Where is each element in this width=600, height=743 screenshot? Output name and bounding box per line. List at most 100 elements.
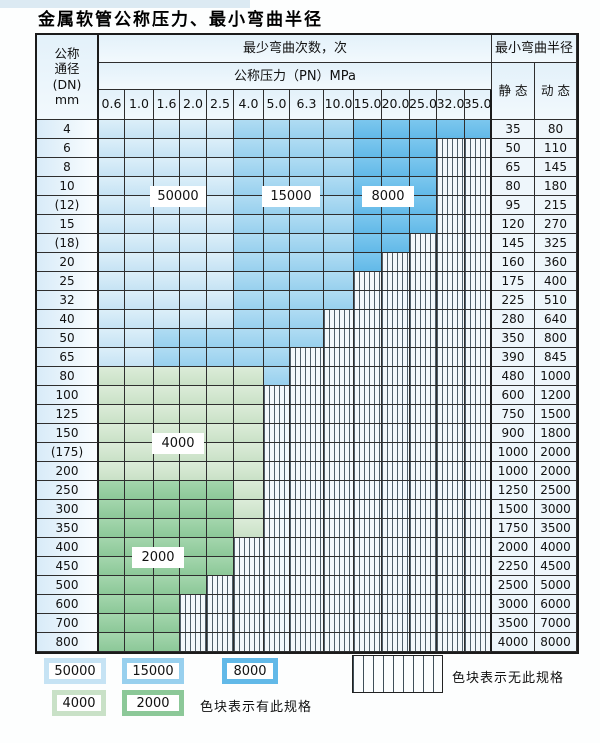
spec-cell-x [354, 481, 382, 500]
spec-cell-b1 [180, 120, 207, 139]
spec-cell-x [234, 576, 264, 595]
spec-cell-g2 [125, 614, 154, 633]
spec-cell-x [437, 519, 465, 538]
spec-cell-x [324, 443, 354, 462]
spec-cell-b1 [207, 139, 234, 158]
spec-cell-x [324, 348, 354, 367]
spec-cell-x [290, 538, 324, 557]
spec-cell-b1 [99, 120, 125, 139]
spec-cell-b3 [382, 215, 410, 234]
spec-cell-g2 [154, 614, 180, 633]
spec-cell-b2 [290, 234, 324, 253]
spec-cell-x [465, 215, 492, 234]
spec-cell-g2 [154, 519, 180, 538]
spec-cell-g1 [207, 443, 234, 462]
spec-cell-b2 [180, 329, 207, 348]
static-value-cell: 160 [492, 253, 535, 272]
spec-cell-x [410, 329, 437, 348]
spec-cell-x [410, 405, 437, 424]
spec-cell-g2 [99, 557, 125, 576]
spec-cell-x [437, 538, 465, 557]
spec-cell-b2 [290, 272, 324, 291]
spec-cell-x [465, 367, 492, 386]
spec-cell-b2 [234, 348, 264, 367]
spec-cell-x [207, 595, 234, 614]
spec-cell-b3 [354, 158, 382, 177]
spec-cell-b1 [125, 120, 154, 139]
spec-cell-x [324, 557, 354, 576]
spec-cell-g2 [125, 481, 154, 500]
spec-cell-x [354, 519, 382, 538]
spec-cell-x [382, 481, 410, 500]
spec-cell-x [437, 481, 465, 500]
spec-cell-x [410, 519, 437, 538]
static-value-cell: 2000 [492, 538, 535, 557]
legend-swatch-8000: 8000 [222, 658, 278, 684]
spec-cell-g1 [154, 386, 180, 405]
spec-cell-g2 [125, 595, 154, 614]
legend-swatch-2000: 2000 [122, 690, 184, 716]
static-value-cell: 2250 [492, 557, 535, 576]
dynamic-value-cell: 2000 [535, 443, 577, 462]
spec-cell-x [465, 158, 492, 177]
spec-cell-b1 [125, 139, 154, 158]
spec-cell-b1 [207, 310, 234, 329]
spec-cell-g2 [99, 500, 125, 519]
spec-cell-g2 [99, 481, 125, 500]
spec-cell-x [382, 557, 410, 576]
spec-cell-x [290, 405, 324, 424]
spec-cell-b2 [234, 196, 264, 215]
spec-cell-b3 [354, 120, 382, 139]
spec-cell-b1 [125, 329, 154, 348]
dn-cell: 400 [37, 538, 99, 557]
spec-cell-x [324, 405, 354, 424]
static-value-cell: 390 [492, 348, 535, 367]
spec-cell-b2 [180, 348, 207, 367]
spec-cell-x [437, 633, 465, 652]
dn-cell: 150 [37, 424, 99, 443]
dynamic-value-cell: 360 [535, 253, 577, 272]
spec-cell-x [264, 500, 290, 519]
spec-cell-x [264, 557, 290, 576]
static-value-cell: 750 [492, 405, 535, 424]
spec-cell-x [410, 557, 437, 576]
spec-cell-g1 [99, 367, 125, 386]
spec-cell-b2 [234, 158, 264, 177]
spec-cell-x [437, 139, 465, 158]
spec-cell-x [410, 500, 437, 519]
spec-cell-x [382, 443, 410, 462]
spec-cell-g1 [234, 405, 264, 424]
spec-cell-x [264, 443, 290, 462]
spec-cell-x [324, 462, 354, 481]
spec-cell-x [264, 519, 290, 538]
spec-cell-g1 [99, 462, 125, 481]
spec-cell-b1 [125, 234, 154, 253]
header-pressure-value: 2.5 [207, 90, 234, 120]
dynamic-value-cell: 4000 [535, 538, 577, 557]
spec-cell-b1 [99, 234, 125, 253]
spec-cell-x [354, 557, 382, 576]
header-pressure-value: 5.0 [264, 90, 290, 120]
spec-cell-x [354, 348, 382, 367]
spec-cell-x [324, 367, 354, 386]
spec-cell-x [410, 538, 437, 557]
spec-cell-g2 [99, 595, 125, 614]
spec-cell-b2 [324, 139, 354, 158]
static-value-cell: 145 [492, 234, 535, 253]
spec-cell-x [465, 424, 492, 443]
spec-cell-x [290, 500, 324, 519]
spec-cell-g1 [99, 386, 125, 405]
dynamic-value-cell: 2500 [535, 481, 577, 500]
spec-cell-b2 [264, 291, 290, 310]
spec-cell-g2 [125, 500, 154, 519]
spec-cell-x [290, 367, 324, 386]
spec-cell-x [264, 405, 290, 424]
spec-cell-x [382, 424, 410, 443]
spec-cell-x [354, 595, 382, 614]
spec-cell-x [410, 576, 437, 595]
spec-cell-x [264, 462, 290, 481]
spec-cell-b3 [354, 215, 382, 234]
legend-swatch-15000: 15000 [122, 658, 184, 684]
spec-cell-g2 [207, 519, 234, 538]
